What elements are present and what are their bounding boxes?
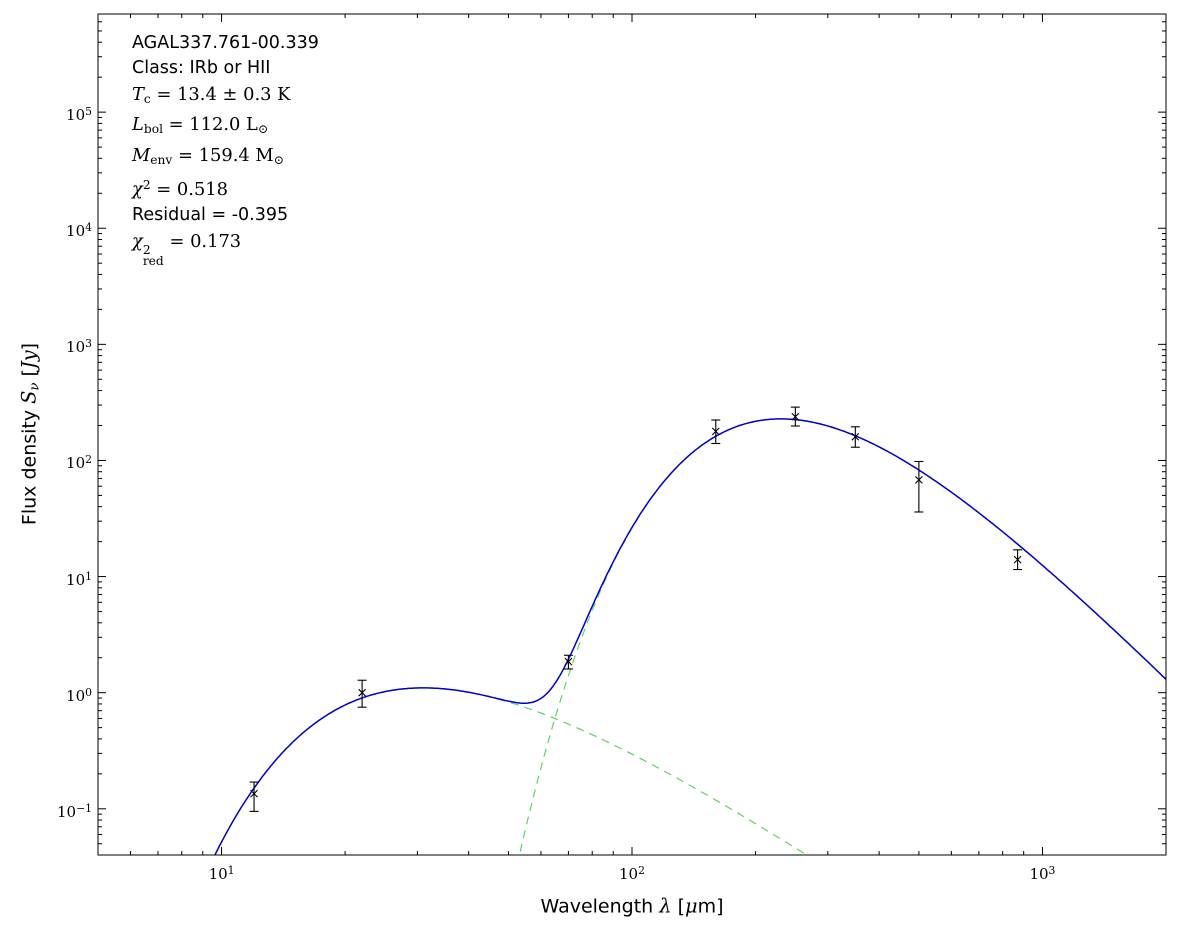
x-marker — [791, 412, 800, 421]
x-marker — [358, 688, 366, 697]
annotation-luminosity: Lbol = 112.0 L⊙ — [132, 114, 269, 137]
annotation-chi-squared-reduced: χ 2 red = 0.173 — [132, 230, 242, 268]
photometry-point — [563, 654, 573, 670]
y-tick-label: 105 — [66, 105, 92, 125]
y-tick-label: 103 — [66, 337, 92, 357]
x-marker — [914, 476, 923, 484]
y-tick-label: 104 — [66, 221, 92, 241]
x-marker — [564, 657, 573, 666]
photometry-point — [850, 426, 860, 448]
photometry-point — [249, 781, 259, 812]
x-marker — [851, 432, 860, 441]
y-tick-label: 10−1 — [56, 801, 92, 821]
axes — [97, 13, 1167, 856]
annotation-envelope-mass: Menv = 159.4 M⊙ — [132, 144, 284, 167]
photometry-point — [357, 679, 367, 708]
photometry-point — [790, 406, 800, 427]
cold-greybody-component-curve — [518, 418, 1166, 855]
fit-annotation-block: AGAL337.761-00.339 Class: IRb or HII Tc = … — [132, 31, 319, 267]
x-tick-label: 103 — [1029, 864, 1056, 883]
y-tick-label: 101 — [66, 569, 92, 589]
y-tick-label: 100 — [66, 685, 92, 705]
annotation-source-name: AGAL337.761-00.339 — [132, 33, 319, 53]
photometry-points — [249, 406, 1023, 812]
annotation-temperature: Tc = 13.4 ± 0.3 K — [132, 83, 291, 106]
photometry-point — [1013, 549, 1023, 571]
annotation-class: Class: IRb or HII — [132, 58, 271, 79]
x-marker — [1013, 555, 1022, 564]
annotation-chi-squared: χ2 = 0.518 — [132, 178, 229, 201]
y-tick-label: 102 — [66, 453, 92, 473]
total-model-curve — [214, 418, 1166, 855]
x-tick-label: 101 — [208, 864, 235, 883]
x-axis-label: Wavelength λ [μm] — [540, 894, 724, 918]
annotation-residual: Residual = -0.395 — [132, 205, 289, 226]
x-marker — [250, 789, 258, 798]
x-tick-label: 102 — [619, 864, 645, 883]
model-curves — [214, 418, 1166, 855]
y-axis-label: Flux density Sν [Jy] — [17, 342, 43, 526]
photometry-point — [711, 419, 721, 445]
x-marker — [711, 427, 720, 436]
photometry-point — [914, 460, 924, 513]
